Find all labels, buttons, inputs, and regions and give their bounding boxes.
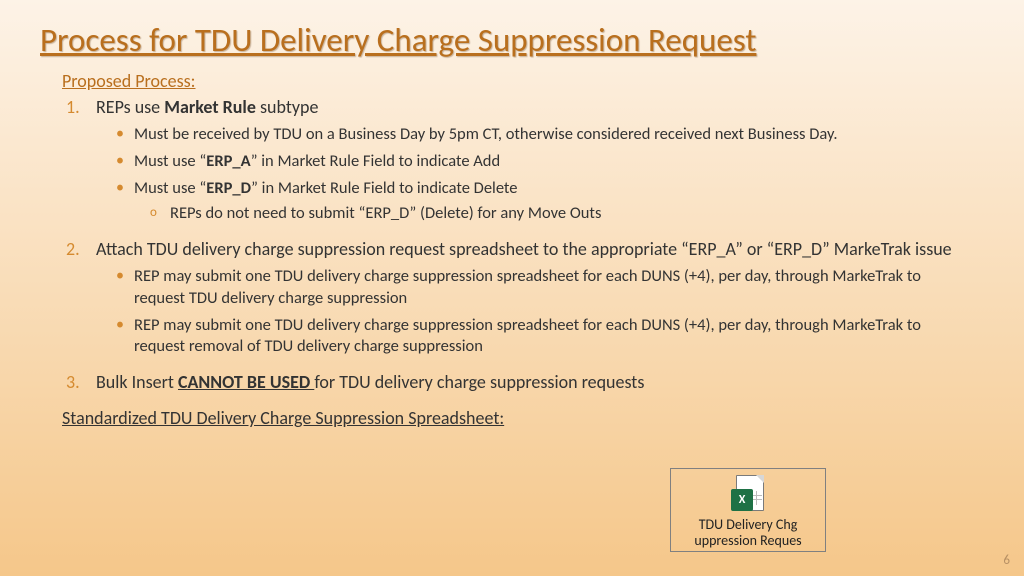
text: Bulk Insert <box>96 371 178 393</box>
file-caption-line: TDU Delivery Chg <box>671 517 825 533</box>
text-bold: ERP_D <box>206 178 251 198</box>
text-bold-underline: CANNOT BE USED <box>178 371 314 393</box>
text-bold: ERP_A <box>206 151 250 171</box>
list-item: Must be received by TDU on a Business Da… <box>134 124 974 145</box>
list-item: Attach TDU delivery charge suppression r… <box>96 238 984 356</box>
numbered-list: REPs use Market Rule subtype Must be rec… <box>96 96 984 393</box>
text: REPs use <box>96 96 164 118</box>
footer-label: Standardized TDU Delivery Charge Suppres… <box>62 407 984 429</box>
list-item: REPs do not need to submit “ERP_D” (Dele… <box>170 203 974 224</box>
page-number: 6 <box>1003 553 1010 568</box>
embedded-file[interactable]: X TDU Delivery Chg uppression Reques <box>670 468 826 552</box>
list-item: Bulk Insert CANNOT BE USED for TDU deliv… <box>96 371 984 393</box>
text: REP may submit one TDU delivery charge s… <box>134 315 921 356</box>
text: REPs do not need to submit “ERP_D” (Dele… <box>170 203 601 223</box>
list-item: REP may submit one TDU delivery charge s… <box>134 266 974 308</box>
list-item: REP may submit one TDU delivery charge s… <box>134 315 974 357</box>
list-item: Must use “ERP_A” in Market Rule Field to… <box>134 151 974 172</box>
text: subtype <box>256 96 319 118</box>
page-title: Process for TDU Delivery Charge Suppress… <box>40 20 984 60</box>
text: REP may submit one TDU delivery charge s… <box>134 266 921 307</box>
excel-file-icon: X <box>731 475 765 515</box>
text-bold: Market Rule <box>164 96 256 118</box>
slide: Process for TDU Delivery Charge Suppress… <box>0 0 1024 576</box>
section-subtitle: Proposed Process: <box>62 70 984 92</box>
text: Must use “ <box>134 151 206 171</box>
sub-list: Must be received by TDU on a Business Da… <box>134 124 974 224</box>
list-item: Must use “ERP_D” in Market Rule Field to… <box>134 178 974 224</box>
excel-badge: X <box>731 489 753 511</box>
text: ” in Market Rule Field to indicate Delet… <box>251 178 517 198</box>
file-caption-line: uppression Reques <box>671 533 825 549</box>
text: Must be received by TDU on a Business Da… <box>134 124 838 144</box>
sub-list: REP may submit one TDU delivery charge s… <box>134 266 974 356</box>
sub-sub-list: REPs do not need to submit “ERP_D” (Dele… <box>170 203 974 224</box>
text: Must use “ <box>134 178 206 198</box>
text: Attach TDU delivery charge suppression r… <box>96 238 952 260</box>
text: for TDU delivery charge suppression requ… <box>314 371 644 393</box>
list-item: REPs use Market Rule subtype Must be rec… <box>96 96 984 224</box>
text: ” in Market Rule Field to indicate Add <box>251 151 501 171</box>
